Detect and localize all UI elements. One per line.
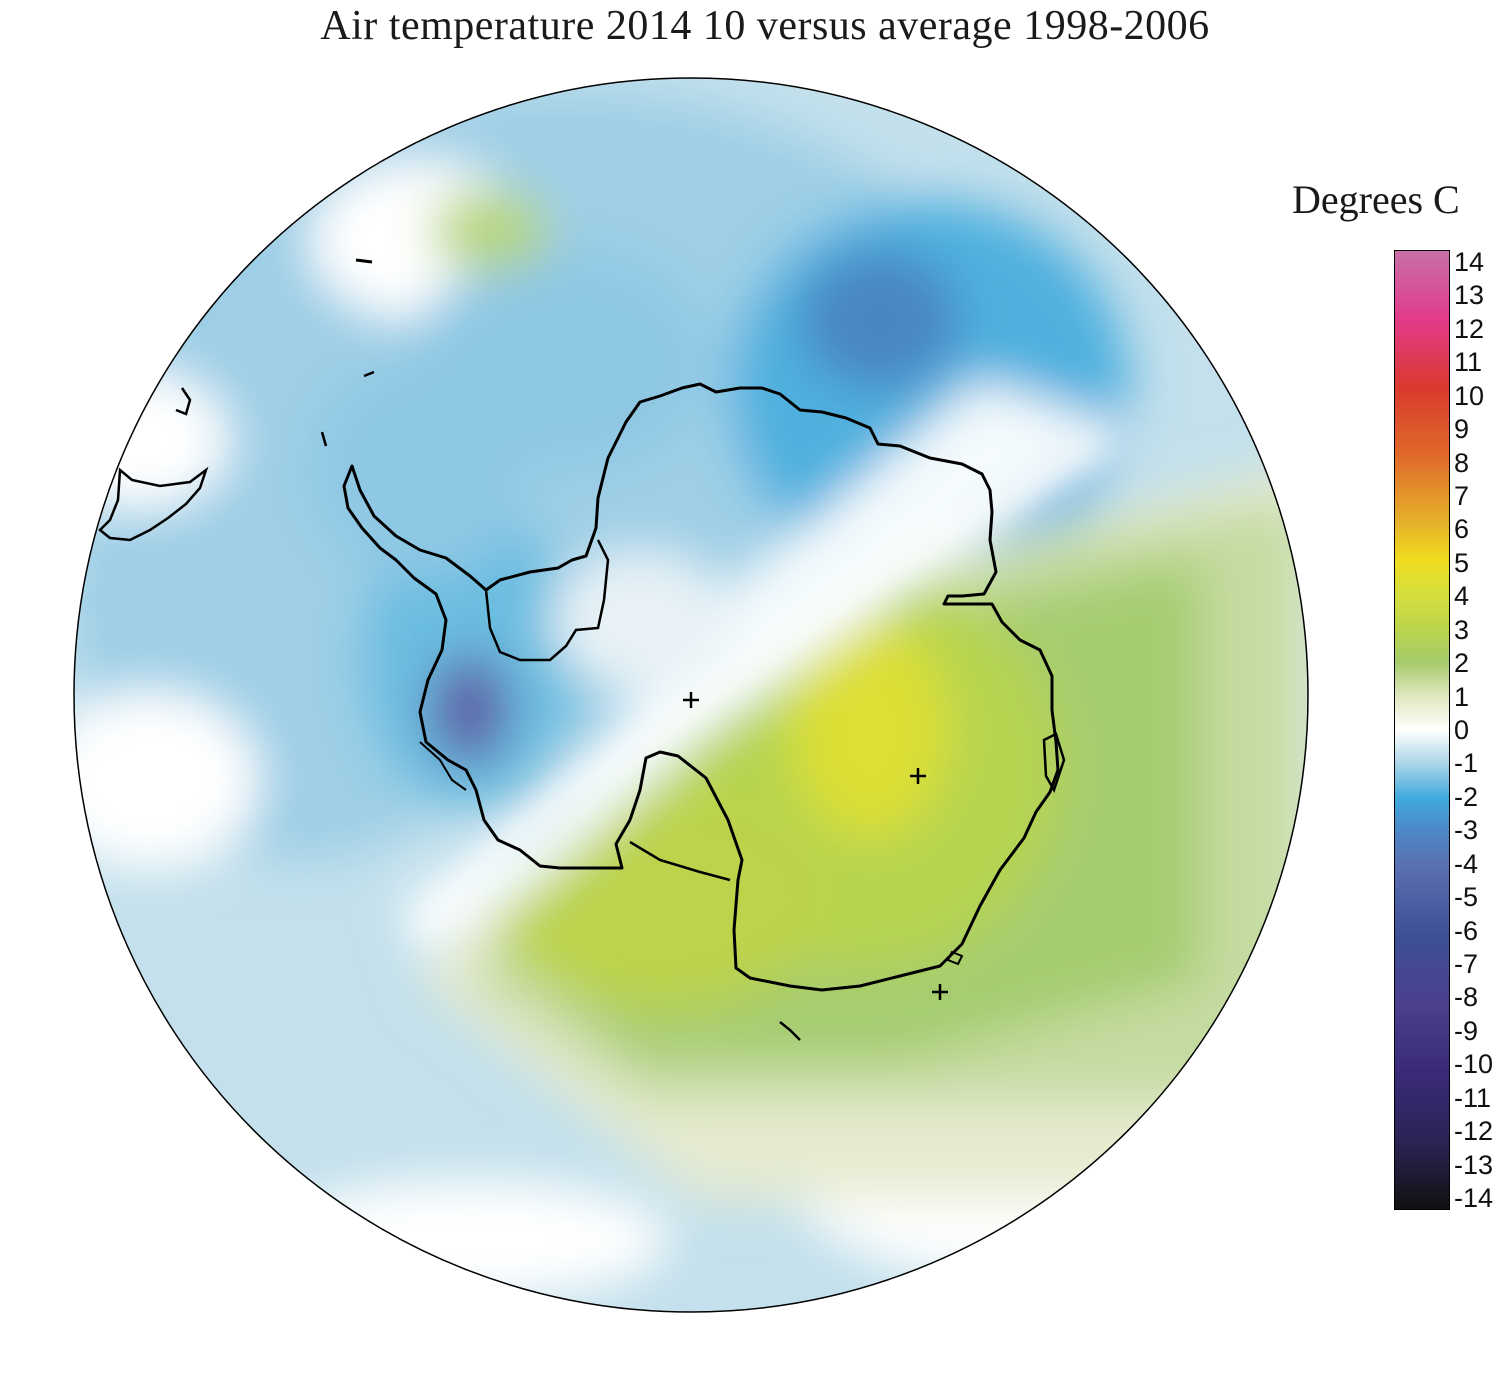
color-scale-bar bbox=[1394, 250, 1450, 1210]
color-scale-tick: 11 bbox=[1454, 347, 1483, 378]
color-scale-tick: 8 bbox=[1454, 447, 1470, 478]
color-scale-tick: 6 bbox=[1454, 514, 1470, 545]
antarctica-coastline bbox=[342, 382, 1060, 992]
color-scale-tick: -7 bbox=[1454, 949, 1479, 979]
color-scale-tick: -13 bbox=[1454, 1149, 1494, 1180]
color-scale-tick: -11 bbox=[1454, 1082, 1492, 1113]
color-scale-tick: -10 bbox=[1454, 1049, 1494, 1080]
color-scale-tick: -4 bbox=[1454, 848, 1479, 879]
map-title: Air temperature 2014 10 versus average 1… bbox=[320, 3, 1210, 49]
color-scale-tick: 3 bbox=[1454, 614, 1470, 645]
color-scale-tick: -5 bbox=[1454, 882, 1479, 913]
color-scale-tick: -9 bbox=[1454, 1015, 1479, 1046]
color-scale-tick: 13 bbox=[1454, 280, 1485, 311]
color-scale-tick: -6 bbox=[1454, 915, 1479, 946]
south-america-coastline bbox=[98, 466, 209, 542]
anomaly-map bbox=[73, 77, 1309, 1313]
color-scale-tick: -8 bbox=[1454, 982, 1479, 1013]
color-scale-tick: 2 bbox=[1454, 648, 1470, 679]
color-scale-tick: -3 bbox=[1454, 815, 1479, 846]
color-scale-tick: -2 bbox=[1454, 781, 1479, 812]
color-scale-tick: 5 bbox=[1454, 547, 1470, 578]
color-scale-tick: -14 bbox=[1454, 1183, 1494, 1213]
station-markers bbox=[683, 692, 948, 1000]
color-scale-tick: 7 bbox=[1454, 481, 1470, 511]
color-scale-tick: -1 bbox=[1454, 748, 1479, 779]
color-scale-tick: 1 bbox=[1454, 681, 1470, 712]
color-scale-tick: 10 bbox=[1454, 380, 1485, 411]
color-scale-tick: 4 bbox=[1454, 581, 1470, 612]
color-scale-tick: 0 bbox=[1454, 715, 1470, 745]
color-scale-tick: -12 bbox=[1454, 1116, 1494, 1147]
color-scale-tick: 12 bbox=[1454, 313, 1485, 344]
legend-title: Degrees C bbox=[1292, 177, 1460, 222]
color-scale-tick: 14 bbox=[1454, 247, 1485, 277]
color-scale-tick: 9 bbox=[1454, 414, 1470, 445]
